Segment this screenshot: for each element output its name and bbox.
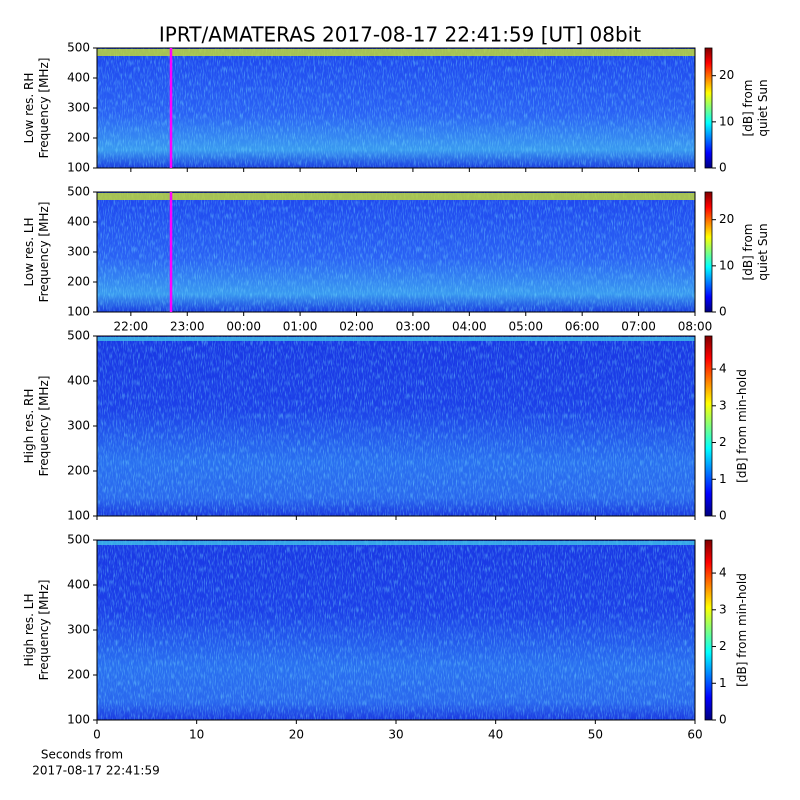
- colorbar-tick-label: 10: [719, 114, 734, 128]
- colorbar-tick-label: 0: [719, 713, 727, 727]
- y-axis-label-line: Low res. LH: [22, 217, 36, 286]
- colorbar-tick-label: 1: [719, 472, 727, 486]
- colorbar-label: [dB] fromquiet Sun: [741, 79, 770, 136]
- y-tick-label: 100: [67, 161, 90, 175]
- spectrogram-top-band: [97, 541, 695, 545]
- colorbar-label-line: [dB] from: [741, 224, 755, 281]
- y-axis-label-line: High res. LH: [22, 593, 36, 666]
- colorbar-tick-label: 3: [719, 602, 727, 616]
- x-tick-label: 04:00: [452, 320, 487, 334]
- y-axis-label: High res. LHFrequency [MHz]: [22, 580, 51, 681]
- y-axis-label: Low res. RHFrequency [MHz]: [22, 58, 51, 159]
- x-tick-label: 08:00: [678, 320, 713, 334]
- spectrogram-top-band: [97, 337, 695, 341]
- y-tick-label: 200: [67, 464, 90, 478]
- y-tick-label: 200: [67, 668, 90, 682]
- y-tick-label: 300: [67, 623, 90, 637]
- y-tick-label: 300: [67, 101, 90, 115]
- y-tick-label: 500: [67, 533, 90, 547]
- colorbar-tick-label: 3: [719, 398, 727, 412]
- y-tick-label: 100: [67, 305, 90, 319]
- y-tick-label: 200: [67, 131, 90, 145]
- colorbar-tick-label: 20: [719, 68, 734, 82]
- colorbar-tick-label: 4: [719, 362, 727, 376]
- y-axis-label-line: Frequency [MHz]: [37, 580, 51, 681]
- y-tick-label: 300: [67, 245, 90, 259]
- x-axis-label: 2017-08-17 22:41:59: [32, 764, 159, 778]
- colorbar-label-line: [dB] from min-hold: [735, 573, 749, 687]
- y-tick-label: 400: [67, 71, 90, 85]
- x-tick-label: 40: [488, 728, 503, 742]
- spectrogram-texture: [97, 192, 695, 312]
- colorbar-label-line: quiet Sun: [756, 223, 770, 280]
- colorbar-tick-label: 0: [719, 161, 727, 175]
- y-axis-label-line: Frequency [MHz]: [37, 202, 51, 303]
- x-tick-label: 02:00: [339, 320, 374, 334]
- y-tick-label: 500: [67, 185, 90, 199]
- spectrogram-top-band: [97, 49, 695, 56]
- x-tick-label: 06:00: [565, 320, 600, 334]
- y-axis-label-line: Low res. RH: [22, 73, 36, 144]
- colorbar-tick-label: 20: [719, 212, 734, 226]
- colorbar-tick-label: 1: [719, 676, 727, 690]
- y-tick-label: 500: [67, 41, 90, 55]
- colorbar-tick-label: 10: [719, 258, 734, 272]
- y-tick-label: 400: [67, 374, 90, 388]
- spectrogram-texture: [97, 48, 695, 168]
- y-tick-label: 200: [67, 275, 90, 289]
- x-tick-label: 22:00: [114, 320, 149, 334]
- x-tick-label: 03:00: [396, 320, 431, 334]
- colorbar-tick-label: 2: [719, 639, 727, 653]
- colorbar: [704, 47, 713, 169]
- colorbar-tick-label: 0: [719, 509, 727, 523]
- colorbar-label-line: quiet Sun: [756, 79, 770, 136]
- y-axis-label: Low res. LHFrequency [MHz]: [22, 202, 51, 303]
- x-tick-label: 20: [289, 728, 304, 742]
- y-axis-label: High res. RHFrequency [MHz]: [22, 376, 51, 477]
- y-tick-label: 300: [67, 419, 90, 433]
- x-tick-label: 23:00: [170, 320, 205, 334]
- x-tick-label: 01:00: [283, 320, 318, 334]
- colorbar-label: [dB] from min-hold: [735, 369, 749, 483]
- colorbar-label-line: [dB] from min-hold: [735, 369, 749, 483]
- figure-title: IPRT/AMATERAS 2017-08-17 22:41:59 [UT] 0…: [159, 23, 641, 47]
- x-tick-label: 00:00: [226, 320, 261, 334]
- colorbar-label-line: [dB] from: [741, 80, 755, 137]
- y-tick-label: 400: [67, 215, 90, 229]
- colorbar: [704, 191, 713, 313]
- colorbar-label: [dB] fromquiet Sun: [741, 223, 770, 280]
- y-tick-label: 500: [67, 329, 90, 343]
- y-axis-label-line: Frequency [MHz]: [37, 58, 51, 159]
- spectrogram-texture: [97, 540, 695, 720]
- colorbar: [704, 335, 713, 517]
- x-tick-label: 05:00: [508, 320, 543, 334]
- y-axis-label-line: Frequency [MHz]: [37, 376, 51, 477]
- y-tick-label: 400: [67, 578, 90, 592]
- spectrogram-texture: [97, 336, 695, 516]
- colorbar-tick-label: 2: [719, 435, 727, 449]
- colorbar-tick-label: 0: [719, 305, 727, 319]
- spectrogram-top-band: [97, 193, 695, 200]
- x-tick-label: 30: [388, 728, 403, 742]
- y-tick-label: 100: [67, 713, 90, 727]
- x-tick-label: 60: [687, 728, 702, 742]
- y-axis-label-line: High res. RH: [22, 389, 36, 464]
- colorbar: [704, 539, 713, 721]
- colorbar-tick-label: 4: [719, 566, 727, 580]
- x-axis-label: Seconds from: [41, 748, 123, 762]
- x-tick-label: 07:00: [621, 320, 656, 334]
- colorbar-label: [dB] from min-hold: [735, 573, 749, 687]
- y-tick-label: 100: [67, 509, 90, 523]
- x-tick-label: 0: [93, 728, 101, 742]
- x-tick-label: 10: [189, 728, 204, 742]
- x-tick-label: 50: [588, 728, 603, 742]
